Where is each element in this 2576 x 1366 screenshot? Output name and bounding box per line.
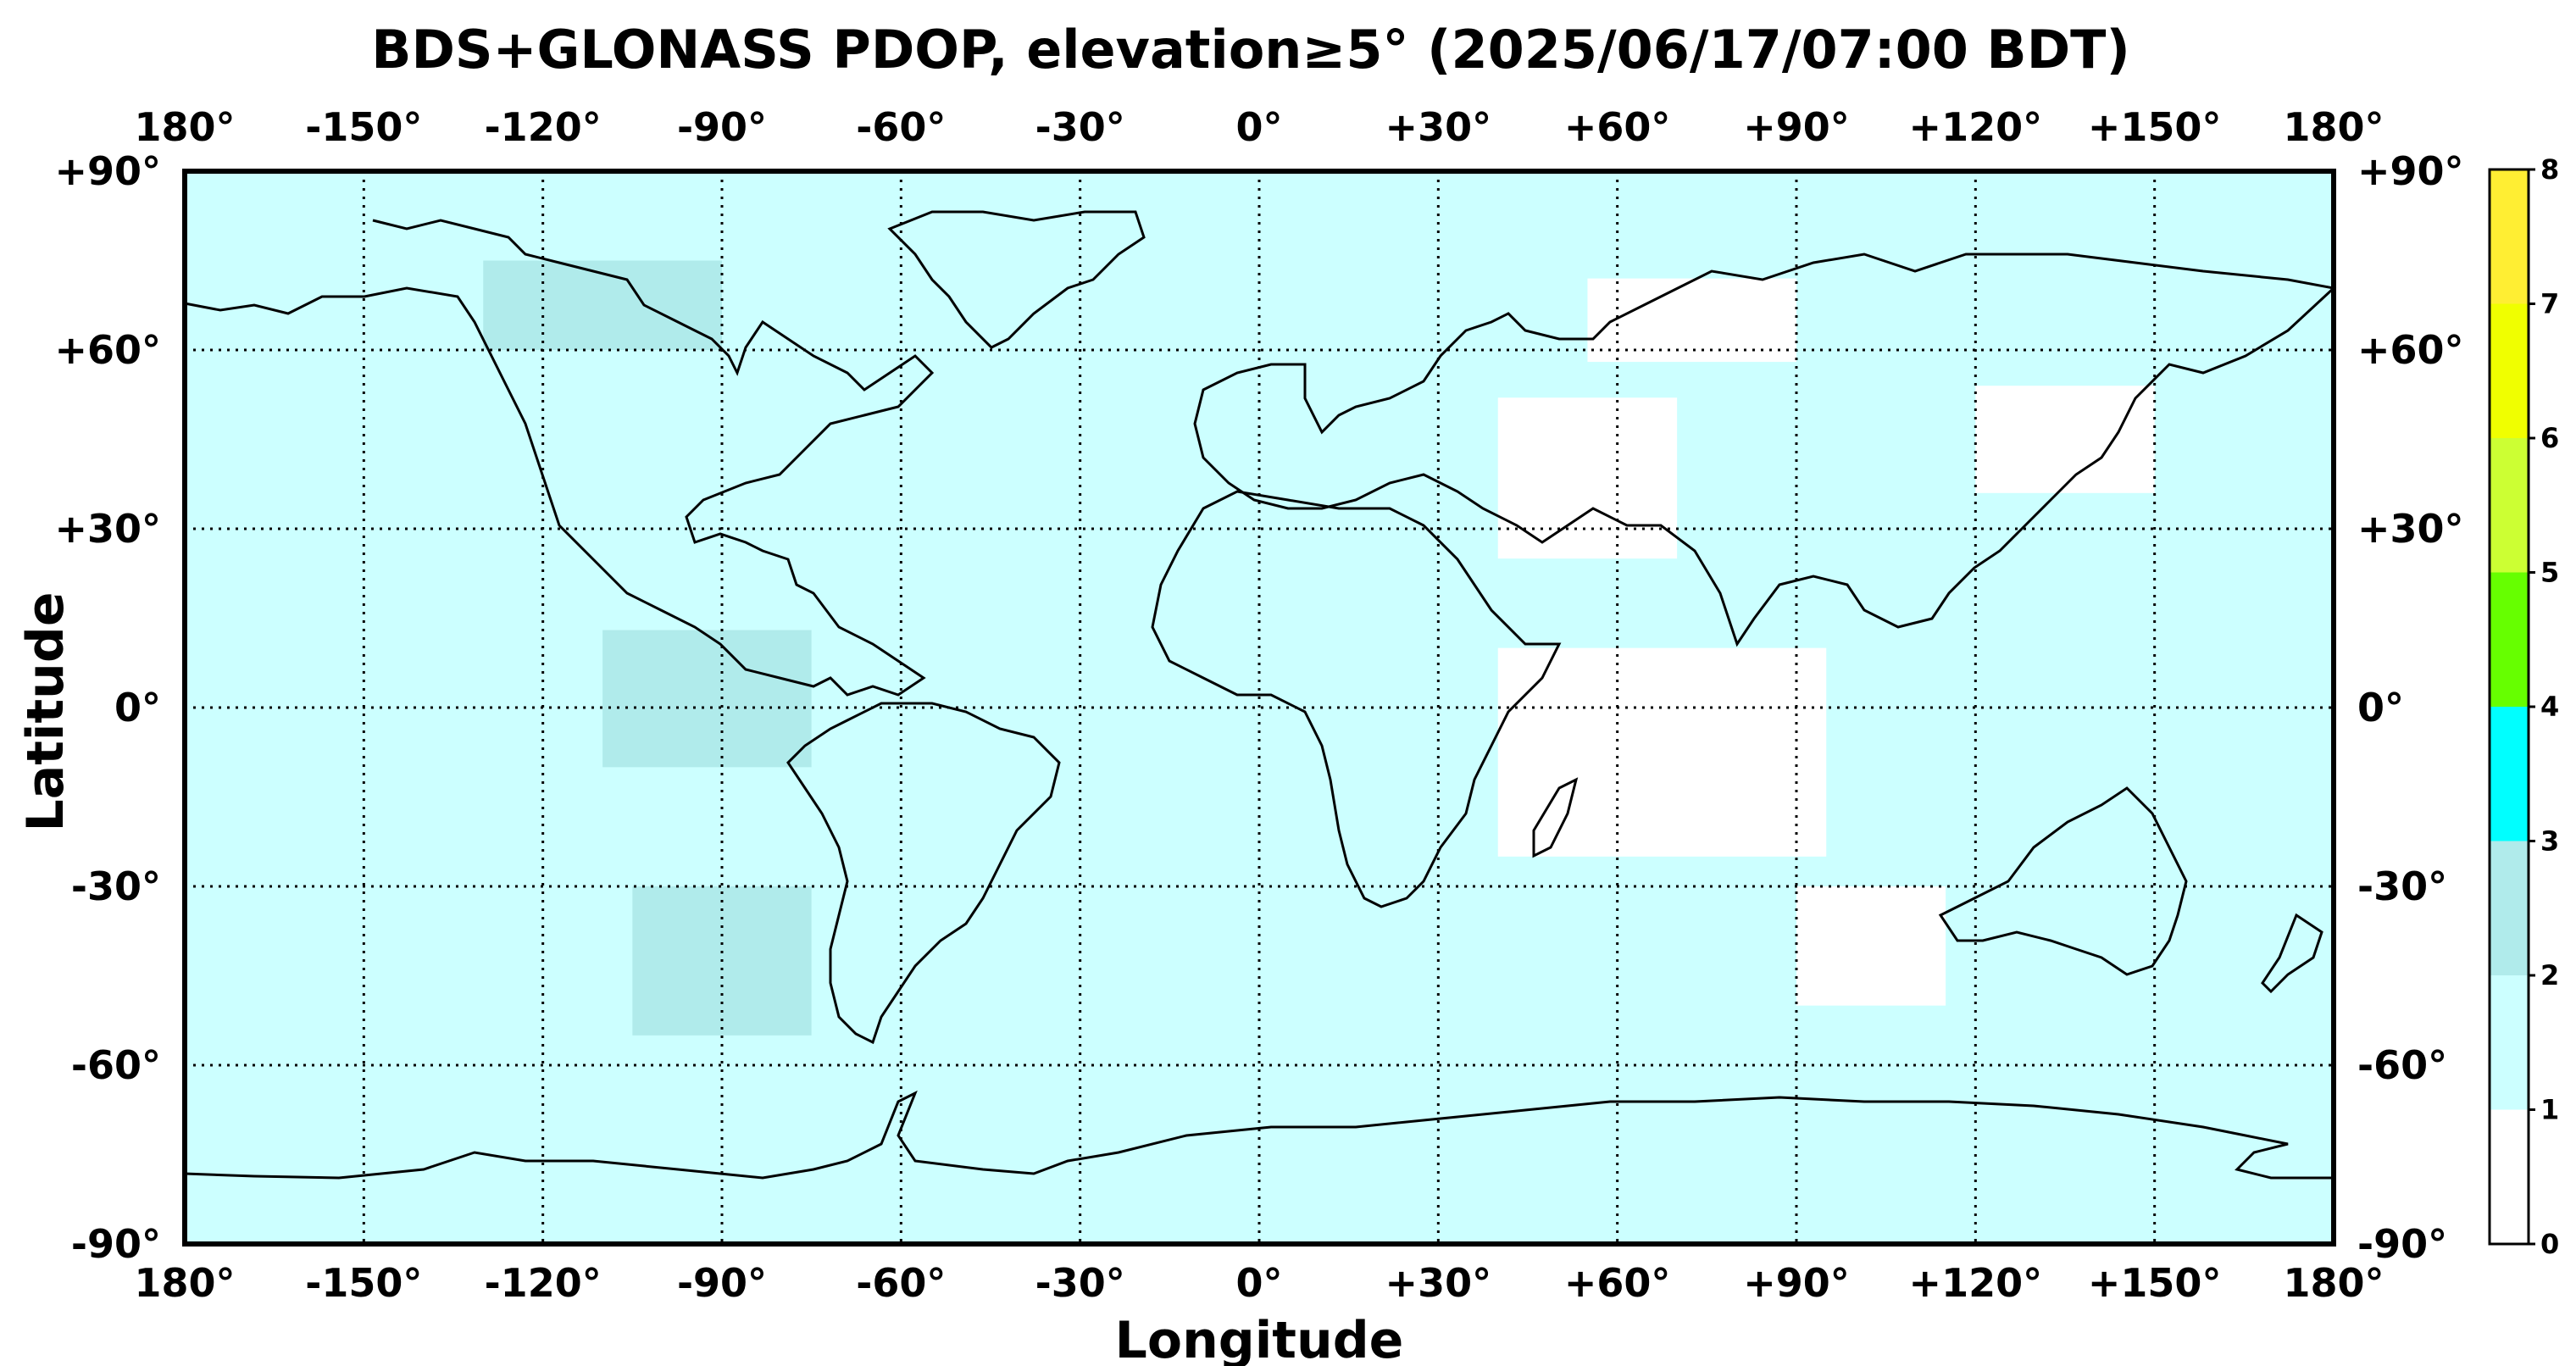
- lon-tick-label-bottom: +120°: [1909, 1260, 2043, 1306]
- coast-north-america: [184, 219, 935, 697]
- colorbar-bin-2: [2490, 841, 2529, 975]
- lon-tick-label-bottom: 180°: [134, 1260, 235, 1306]
- lat-tick-label-right: -90°: [2357, 1221, 2447, 1267]
- colorbar-bin-4: [2490, 572, 2529, 707]
- lat-tick-label-right: +60°: [2357, 327, 2464, 373]
- coast-madagascar: [1532, 777, 1579, 858]
- map-plot-area: [182, 169, 2337, 1247]
- lon-tick-label-top: +90°: [1743, 104, 1850, 150]
- lon-tick-label-top: -30°: [1035, 104, 1125, 150]
- lat-tick-label-left: -90°: [71, 1221, 161, 1267]
- lat-tick-label-right: -30°: [2357, 863, 2447, 909]
- lon-tick-label-top: +120°: [1909, 104, 2043, 150]
- lat-tick-label-right: +30°: [2357, 506, 2464, 552]
- colorbar-tick-label: 8: [2540, 153, 2559, 186]
- coast-new-zealand: [2261, 913, 2323, 994]
- figure-title: BDS+GLONASS PDOP, elevation≥5° (2025/06/…: [371, 19, 2130, 81]
- colorbar-tick-label: 5: [2540, 557, 2559, 589]
- colorbar-bin-7: [2490, 169, 2529, 304]
- coastlines: [184, 210, 2337, 1180]
- colorbar-bins: [2490, 169, 2529, 1244]
- lon-tick-label-top: -90°: [677, 104, 767, 150]
- lon-tick-label-top: -150°: [305, 104, 422, 150]
- coast-africa: [1151, 490, 1562, 908]
- lon-tick-labels-top: 180° -150° -120° -90° -60° -30° 0° +30° +60° +90°…: [134, 104, 2384, 150]
- lat-tick-label-left: -30°: [71, 863, 161, 909]
- colorbar-tick-label: 4: [2540, 691, 2559, 723]
- lat-tick-label-left: +30°: [54, 506, 161, 552]
- colorbar: 0 1 2 3 4 5 6 7 8: [2488, 153, 2559, 1260]
- coast-australia: [1938, 786, 2188, 976]
- lon-tick-label-bottom: 0°: [1235, 1260, 1282, 1306]
- lon-tick-label-bottom: -90°: [677, 1260, 767, 1306]
- colorbar-tick-label: 7: [2540, 288, 2559, 320]
- lat-tick-label-left: +60°: [54, 327, 161, 373]
- lon-tick-label-top: -60°: [856, 104, 946, 150]
- colorbar-tick-label: 3: [2540, 825, 2559, 858]
- lat-tick-labels-left: +90° +60° +30° 0° -30° -60° -90°: [54, 148, 161, 1267]
- colorbar-bin-1: [2490, 975, 2529, 1110]
- lon-tick-label-top: 180°: [2283, 104, 2384, 150]
- lat-tick-label-right: +90°: [2357, 148, 2464, 194]
- colorbar-tick-label: 6: [2540, 422, 2559, 454]
- colorbar-bin-6: [2490, 303, 2529, 438]
- pdop-region-7: [483, 260, 722, 350]
- colorbar-tick-labels: 0 1 2 3 4 5 6 7 8: [2529, 153, 2559, 1260]
- pdop-region-3: [1796, 886, 1946, 1006]
- lon-tick-label-bottom: -120°: [485, 1260, 602, 1306]
- lat-tick-label-left: +90°: [54, 148, 161, 194]
- lon-tick-label-bottom: +90°: [1743, 1260, 1850, 1306]
- pdop-region-2: [1497, 647, 1827, 857]
- gridlines: [185, 171, 2334, 1244]
- pdop-region-0: [1587, 278, 1796, 363]
- lon-tick-label-top: +60°: [1564, 104, 1671, 150]
- lon-tick-label-bottom: 180°: [2283, 1260, 2384, 1306]
- lon-tick-label-bottom: -30°: [1035, 1260, 1125, 1306]
- x-axis-label: Longitude: [1115, 1311, 1404, 1366]
- lat-tick-labels-right: +90° +60° +30° 0° -30° -60° -90°: [2357, 148, 2464, 1267]
- lat-tick-label-left: 0°: [114, 685, 161, 730]
- y-axis-label: Latitude: [16, 591, 75, 831]
- lon-tick-labels-bottom: 180° -150° -120° -90° -60° -30° 0° +30° +60° +90°…: [134, 1260, 2384, 1306]
- lon-tick-label-bottom: +150°: [2088, 1260, 2222, 1306]
- pdop-region-1: [1497, 397, 1678, 559]
- lat-tick-label-left: -60°: [71, 1042, 161, 1088]
- lon-tick-label-top: +150°: [2088, 104, 2222, 150]
- lon-tick-label-bottom: +30°: [1385, 1260, 1492, 1306]
- coast-south-america: [786, 702, 1061, 1045]
- colorbar-tick-label: 0: [2540, 1228, 2559, 1260]
- lat-tick-label-right: -60°: [2357, 1042, 2447, 1088]
- colorbar-tick-label: 1: [2540, 1094, 2559, 1126]
- lon-tick-label-top: 180°: [134, 104, 235, 150]
- colorbar-bin-3: [2490, 707, 2529, 841]
- map-frame: [182, 169, 2336, 1247]
- colorbar-bin-0: [2490, 1109, 2529, 1244]
- colorbar-tick-label: 2: [2540, 959, 2559, 991]
- lon-tick-label-top: +30°: [1385, 104, 1492, 150]
- lon-tick-label-bottom: +60°: [1564, 1260, 1671, 1306]
- lon-tick-label-top: 0°: [1235, 104, 1282, 150]
- lon-tick-label-top: -120°: [485, 104, 602, 150]
- coast-antarctica: [184, 1090, 2334, 1180]
- coast-europe-asia: [1193, 253, 2337, 647]
- colorbar-bin-5: [2490, 438, 2529, 573]
- lon-tick-label-bottom: -60°: [856, 1260, 946, 1306]
- pdop-region-4: [1975, 386, 2155, 493]
- lat-tick-label-right: 0°: [2357, 685, 2404, 730]
- lon-tick-label-bottom: -150°: [305, 1260, 422, 1306]
- pdop-region-5: [602, 630, 812, 768]
